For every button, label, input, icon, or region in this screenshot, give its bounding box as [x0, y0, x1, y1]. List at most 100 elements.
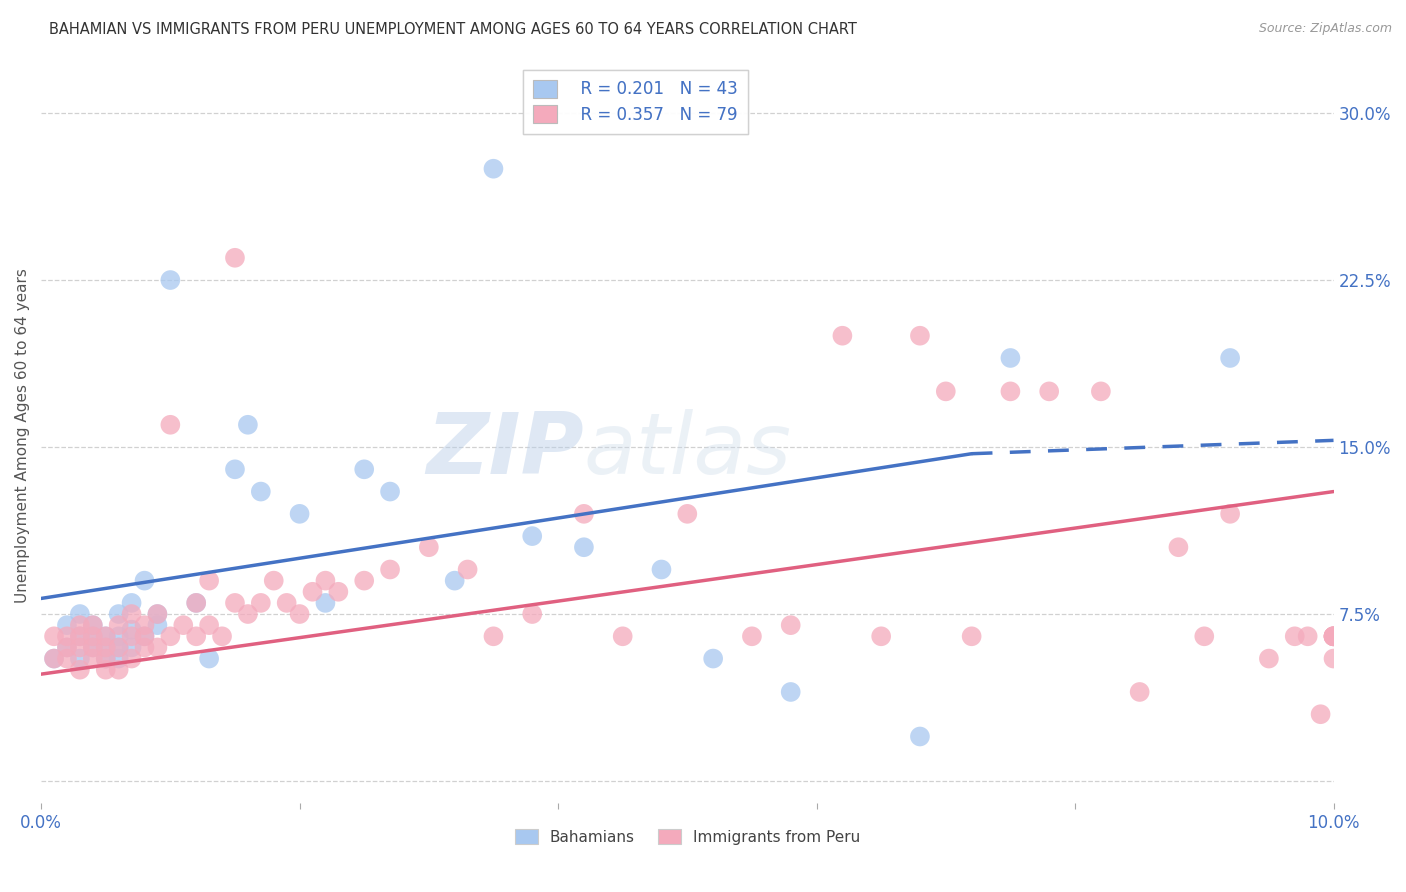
Point	[134, 629, 156, 643]
Point	[314, 596, 336, 610]
Point	[378, 562, 401, 576]
Point	[121, 640, 143, 655]
Point	[676, 507, 699, 521]
Point	[82, 640, 104, 655]
Legend:   R = 0.201   N = 43,   R = 0.357   N = 79: R = 0.201 N = 43, R = 0.357 N = 79	[523, 70, 748, 134]
Point	[69, 629, 91, 643]
Point	[107, 640, 129, 655]
Point	[107, 618, 129, 632]
Point	[1322, 629, 1344, 643]
Point	[353, 574, 375, 588]
Point	[186, 596, 208, 610]
Point	[288, 507, 311, 521]
Point	[146, 640, 169, 655]
Point	[56, 640, 79, 655]
Point	[121, 623, 143, 637]
Point	[779, 685, 801, 699]
Point	[1219, 351, 1241, 365]
Point	[1322, 629, 1344, 643]
Point	[82, 640, 104, 655]
Point	[94, 651, 117, 665]
Y-axis label: Unemployment Among Ages 60 to 64 years: Unemployment Among Ages 60 to 64 years	[15, 268, 30, 603]
Point	[1194, 629, 1216, 643]
Point	[522, 529, 544, 543]
Point	[69, 618, 91, 632]
Point	[1257, 651, 1279, 665]
Point	[69, 629, 91, 643]
Point	[42, 629, 65, 643]
Point	[121, 629, 143, 643]
Point	[1322, 629, 1344, 643]
Point	[69, 651, 91, 665]
Point	[56, 651, 79, 665]
Point	[870, 629, 893, 643]
Point	[134, 574, 156, 588]
Point	[276, 596, 298, 610]
Point	[198, 574, 221, 588]
Point	[314, 574, 336, 588]
Point	[1322, 629, 1344, 643]
Point	[612, 629, 634, 643]
Point	[107, 640, 129, 655]
Point	[224, 596, 246, 610]
Text: Source: ZipAtlas.com: Source: ZipAtlas.com	[1258, 22, 1392, 36]
Point	[159, 417, 181, 432]
Point	[146, 618, 169, 632]
Point	[224, 251, 246, 265]
Point	[121, 651, 143, 665]
Point	[107, 663, 129, 677]
Text: atlas: atlas	[583, 409, 792, 492]
Point	[172, 618, 194, 632]
Point	[378, 484, 401, 499]
Point	[1322, 629, 1344, 643]
Point	[94, 629, 117, 643]
Point	[107, 607, 129, 621]
Point	[1309, 707, 1331, 722]
Point	[42, 651, 65, 665]
Point	[82, 618, 104, 632]
Point	[301, 584, 323, 599]
Point	[250, 596, 273, 610]
Point	[94, 640, 117, 655]
Point	[831, 328, 853, 343]
Point	[288, 607, 311, 621]
Point	[908, 328, 931, 343]
Point	[1167, 540, 1189, 554]
Point	[1000, 384, 1022, 399]
Point	[198, 651, 221, 665]
Point	[94, 651, 117, 665]
Point	[186, 629, 208, 643]
Point	[82, 651, 104, 665]
Point	[146, 607, 169, 621]
Point	[56, 618, 79, 632]
Point	[263, 574, 285, 588]
Point	[779, 618, 801, 632]
Point	[482, 161, 505, 176]
Point	[1000, 351, 1022, 365]
Point	[522, 607, 544, 621]
Point	[146, 607, 169, 621]
Point	[236, 417, 259, 432]
Point	[1129, 685, 1152, 699]
Point	[418, 540, 440, 554]
Point	[94, 640, 117, 655]
Point	[960, 629, 983, 643]
Point	[1284, 629, 1306, 643]
Point	[236, 607, 259, 621]
Point	[121, 596, 143, 610]
Point	[443, 574, 465, 588]
Point	[82, 629, 104, 643]
Point	[56, 640, 79, 655]
Point	[224, 462, 246, 476]
Point	[107, 629, 129, 643]
Point	[56, 629, 79, 643]
Point	[741, 629, 763, 643]
Point	[121, 607, 143, 621]
Point	[94, 663, 117, 677]
Point	[353, 462, 375, 476]
Point	[650, 562, 672, 576]
Point	[94, 629, 117, 643]
Point	[82, 629, 104, 643]
Point	[159, 629, 181, 643]
Point	[42, 651, 65, 665]
